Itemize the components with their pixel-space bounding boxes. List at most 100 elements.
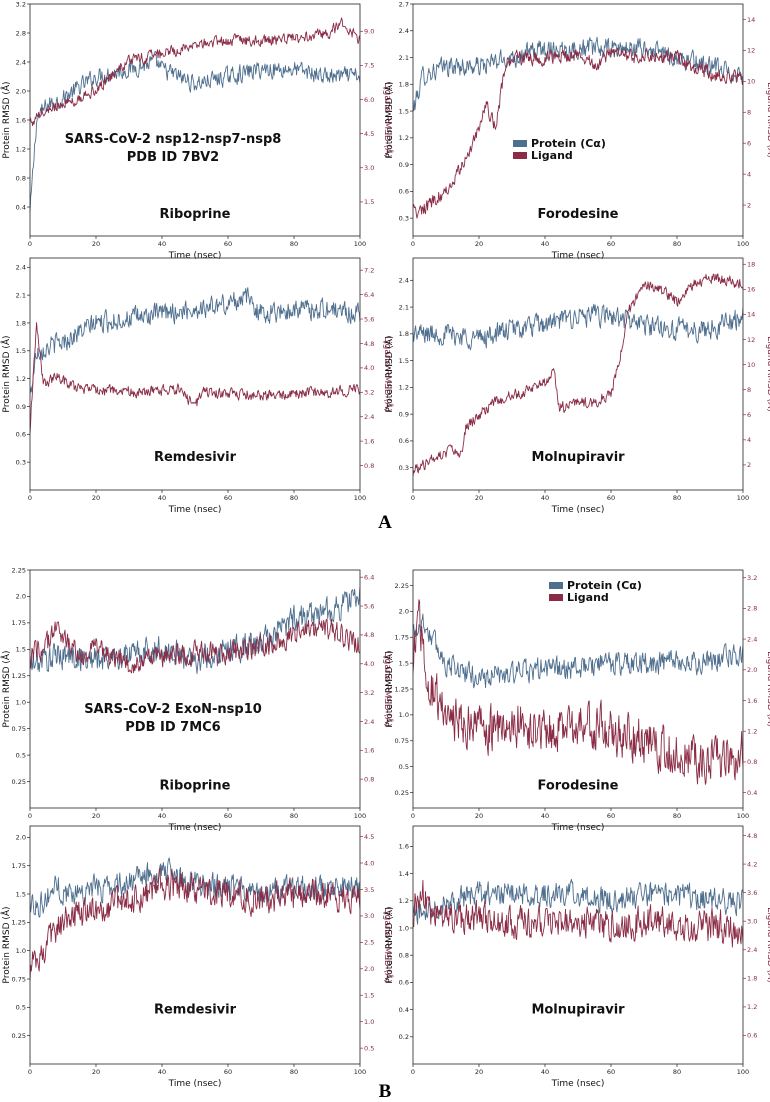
- y-tick-label-right: 12: [747, 336, 755, 344]
- y-tick-label-right: 2.4: [747, 946, 757, 954]
- y-tick-label-right: 1.6: [747, 697, 757, 705]
- system-annotation-line: PDB ID 7MC6: [125, 720, 220, 735]
- x-axis-label: Time (nsec): [168, 1079, 222, 1089]
- y-tick-label-left: 1.2: [16, 375, 26, 383]
- x-tick-label: 80: [290, 240, 298, 248]
- x-tick-label: 20: [92, 1068, 100, 1076]
- y-tick-label-left: 0.9: [16, 403, 26, 411]
- drug-name: Remdesivir: [154, 1003, 237, 1018]
- y-tick-label-left: 0.9: [399, 410, 409, 418]
- x-tick-label: 80: [673, 812, 681, 820]
- chart-7: 0 20 40 60 80 100 0.2 0.4 0.6 0.8 1.0 1.2 1.4 1.6 0.6 1…: [383, 825, 770, 1089]
- y-tick-label-right: 4.8: [364, 631, 374, 639]
- y-tick-label-right: 0.4: [747, 789, 757, 797]
- system-annotation-line: SARS-CoV-2 nsp12-nsp7-nsp8: [65, 132, 282, 147]
- x-tick-label: 80: [673, 1068, 681, 1076]
- y-tick-label-right: 2.0: [364, 965, 374, 973]
- x-tick-label: 20: [475, 1068, 483, 1076]
- y-tick-label-right: 3.6: [747, 889, 757, 897]
- drug-name: Riboprine: [160, 207, 231, 222]
- y-tick-label-left: 2.0: [16, 87, 26, 95]
- y-tick-label-right: 1.5: [364, 992, 374, 1000]
- y-tick-label-right: 2: [747, 201, 751, 209]
- x-tick-label: 80: [673, 240, 681, 248]
- x-tick-label: 40: [158, 494, 166, 502]
- plot-frame: [29, 257, 361, 491]
- y-tick-label-left: 1.5: [399, 107, 409, 115]
- y-tick-label-right: 4.5: [364, 130, 374, 138]
- x-tick-label: 60: [607, 240, 615, 248]
- x-tick-label: 80: [673, 494, 681, 502]
- y-tick-label-left: 0.25: [12, 1032, 26, 1040]
- y-tick-label-right: 2.5: [364, 939, 374, 947]
- y-tick-label-right: 4: [747, 170, 751, 178]
- x-tick-label: 40: [541, 240, 549, 248]
- y-axis-label-right: Ligand RMSD (Å): [382, 82, 394, 158]
- y-axis-label-left: Protein RMSD (Å): [0, 906, 12, 983]
- y-tick-label-right: 1.0: [364, 1018, 374, 1026]
- x-tick-label: 100: [354, 240, 366, 248]
- legend-label-ligand: Ligand: [531, 149, 573, 162]
- y-axis-label-right: Ligand RMSD (Å): [765, 651, 770, 727]
- y-tick-label-right: 6: [747, 140, 751, 148]
- y-tick-label-left: 1.0: [399, 711, 409, 719]
- y-tick-label-right: 4.8: [747, 832, 757, 840]
- y-tick-label-left: 0.75: [395, 737, 409, 745]
- y-tick-label-right: 18: [747, 261, 755, 269]
- chart-6: 0 20 40 60 80 100 0.25 0.5 0.75 1.0 1.25 1.5 1.75 2.0…: [0, 825, 394, 1089]
- y-tick-label-left: 0.9: [399, 161, 409, 169]
- x-tick-label: 40: [158, 812, 166, 820]
- y-tick-label-right: 14: [747, 16, 755, 24]
- y-tick-label-right: 3.2: [364, 389, 374, 397]
- y-tick-label-left: 2.7: [399, 0, 409, 8]
- y-tick-label-left: 1.0: [399, 924, 409, 932]
- series-line-ligand: [413, 599, 743, 785]
- y-tick-label-left: 1.5: [399, 357, 409, 365]
- legend-swatch-protein: [549, 582, 563, 589]
- y-tick-label-left: 2.1: [16, 291, 26, 299]
- x-tick-label: 20: [92, 240, 100, 248]
- y-tick-label-right: 1.5: [364, 198, 374, 206]
- y-tick-label-left: 1.75: [395, 634, 409, 642]
- y-tick-label-left: 0.3: [399, 464, 409, 472]
- y-tick-label-left: 2.25: [12, 566, 26, 574]
- series-line-ligand: [413, 47, 743, 219]
- x-tick-label: 60: [607, 812, 615, 820]
- y-tick-label-right: 4.0: [364, 859, 374, 867]
- y-tick-label-left: 0.8: [399, 952, 409, 960]
- y-tick-label-right: 3.0: [364, 912, 374, 920]
- legend-swatch-protein: [513, 140, 527, 147]
- y-tick-label-left: 2.0: [399, 608, 409, 616]
- y-tick-label-left: 0.8: [16, 174, 26, 182]
- y-axis-label-left: Protein RMSD (Å): [0, 81, 12, 158]
- system-annotation-line: PDB ID 7BV2: [127, 150, 219, 165]
- y-tick-label-left: 3.2: [16, 0, 26, 8]
- x-tick-label: 100: [737, 1068, 749, 1076]
- y-tick-label-left: 0.3: [16, 458, 26, 466]
- x-tick-label: 0: [411, 240, 415, 248]
- y-axis-label-right: Ligand RMSD (Å): [765, 907, 770, 983]
- y-tick-label-right: 1.6: [364, 747, 374, 755]
- x-tick-label: 0: [28, 812, 32, 820]
- x-tick-label: 40: [541, 812, 549, 820]
- y-tick-label-left: 2.4: [16, 58, 26, 66]
- chart-3: 0 20 40 60 80 100 0.3 0.6 0.9 1.2 1.5 1.8 2.1 2.4 2 4 6 8…: [383, 257, 770, 515]
- series-line-ligand: [30, 618, 360, 674]
- y-tick-label-right: 2.4: [747, 635, 757, 643]
- y-tick-label-right: 1.2: [747, 728, 757, 736]
- y-tick-label-right: 4.5: [364, 833, 374, 841]
- plot-frame: [412, 825, 744, 1065]
- x-tick-label: 20: [475, 494, 483, 502]
- y-axis-label-right: Ligand RMSD (Å): [382, 651, 394, 727]
- x-tick-label: 80: [290, 494, 298, 502]
- y-tick-label-right: 1.8: [747, 975, 757, 983]
- drug-name: Molnupiravir: [531, 1003, 625, 1018]
- y-tick-label-left: 2.0: [16, 834, 26, 842]
- y-tick-label-right: 0.8: [364, 462, 374, 470]
- series-line-protein: [30, 287, 360, 395]
- legend-swatch-ligand: [549, 594, 563, 601]
- series-line-ligand: [413, 879, 743, 948]
- y-tick-label-left: 2.4: [399, 27, 409, 35]
